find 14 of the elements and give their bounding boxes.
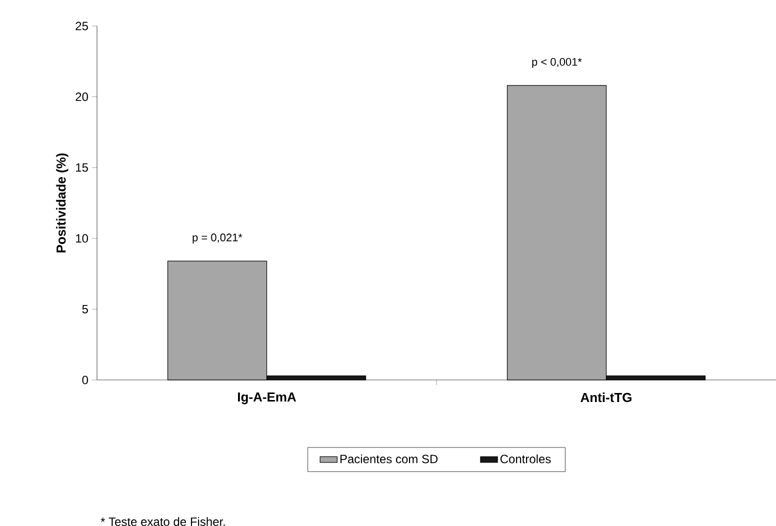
annotation: p = 0,021* [192,234,242,244]
y-axis-title: Positividade (%) [56,153,68,252]
text: * Teste exato de Fisher. [100,517,225,526]
y-tick-label: 5 [82,305,88,314]
y-tick-label: 0 [82,376,88,384]
x-tick-label: Anti-tTG [580,392,632,402]
y-tick-label: 20 [76,92,88,102]
y-tick-label: 10 [76,234,88,243]
y-tick-label: 15 [76,163,88,172]
y-tick-label: 25 [76,22,88,30]
legend-label: Pacientes com SD [340,454,438,464]
legend-label: Controles [500,454,551,464]
x-tick-label: Ig-A-EmA [238,392,296,404]
annotation: p < 0,001* [532,58,582,68]
